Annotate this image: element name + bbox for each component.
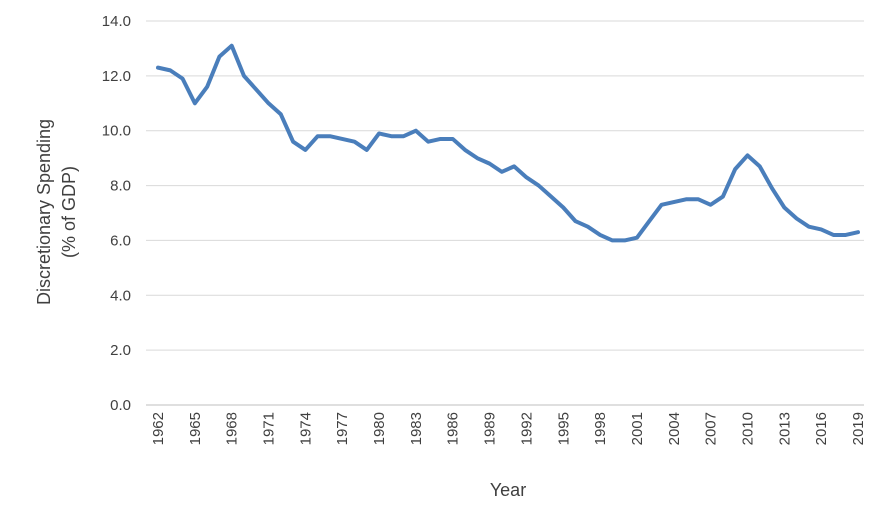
data-point: [512, 164, 516, 168]
data-point: [463, 148, 467, 152]
x-tick-label: 1971: [261, 412, 278, 445]
data-point: [168, 68, 172, 72]
series-line: [156, 43, 860, 243]
data-point: [267, 101, 271, 105]
data-point: [561, 206, 565, 210]
data-point: [635, 236, 639, 240]
x-tick-label: 2016: [813, 412, 830, 445]
data-point: [389, 134, 393, 138]
data-point: [377, 131, 381, 135]
data-point: [303, 148, 307, 152]
x-tick-label: 2019: [850, 412, 867, 445]
x-tick-label: 1977: [334, 412, 351, 445]
x-tick-label: 1995: [555, 412, 572, 445]
data-point: [709, 203, 713, 207]
data-point: [745, 153, 749, 157]
y-axis-ticks: 0.0 2.0 4.0 6.0 8.0 10.0 12.0 14.0: [102, 13, 131, 414]
data-point: [623, 238, 627, 242]
data-point: [782, 206, 786, 210]
data-point: [217, 55, 221, 59]
y-axis-title-line-2: (% of GDP): [59, 166, 79, 258]
x-tick-label: 1965: [187, 412, 204, 445]
data-point: [549, 195, 553, 199]
data-point: [451, 137, 455, 141]
data-point: [426, 140, 430, 144]
y-tick-label: 14.0: [102, 13, 131, 30]
x-tick-label: 1992: [518, 412, 535, 445]
x-tick-label: 2001: [629, 412, 646, 445]
series-points: [156, 44, 860, 243]
x-tick-label: 2007: [703, 412, 720, 445]
x-tick-label: 1968: [224, 412, 241, 445]
data-point: [696, 197, 700, 201]
data-point: [721, 195, 725, 199]
data-point: [537, 184, 541, 188]
x-tick-label: 1974: [297, 412, 314, 445]
data-point: [856, 230, 860, 234]
y-tick-label: 10.0: [102, 123, 131, 140]
data-point: [365, 148, 369, 152]
data-point: [291, 140, 295, 144]
data-point: [733, 167, 737, 171]
data-point: [488, 162, 492, 166]
y-tick-label: 4.0: [110, 287, 131, 304]
y-tick-label: 0.0: [110, 397, 131, 414]
y-tick-label: 12.0: [102, 68, 131, 85]
data-point: [795, 216, 799, 220]
data-point: [205, 85, 209, 89]
data-point: [524, 175, 528, 179]
y-tick-label: 6.0: [110, 232, 131, 249]
data-point: [156, 66, 160, 70]
x-tick-label: 1989: [482, 412, 499, 445]
data-point: [819, 227, 823, 231]
data-point: [758, 164, 762, 168]
data-point: [500, 170, 504, 174]
data-point: [844, 233, 848, 237]
data-point: [414, 129, 418, 133]
data-point: [193, 101, 197, 105]
data-point: [279, 112, 283, 116]
y-axis-title: Discretionary Spending (% of GDP): [34, 119, 79, 305]
data-point: [672, 200, 676, 204]
x-axis-ticks: 1962 1965 1968 1971 1974 1977 1980 1983 1986 1989…: [150, 412, 867, 445]
data-point: [316, 134, 320, 138]
data-point: [402, 134, 406, 138]
data-point: [574, 219, 578, 223]
data-point: [352, 140, 356, 144]
x-tick-label: 2010: [739, 412, 756, 445]
x-tick-label: 2004: [666, 412, 683, 445]
data-point: [598, 233, 602, 237]
x-tick-label: 1998: [592, 412, 609, 445]
data-point: [438, 137, 442, 141]
data-point: [660, 203, 664, 207]
data-point: [770, 186, 774, 190]
data-point: [684, 197, 688, 201]
data-point: [340, 137, 344, 141]
x-tick-label: 1983: [408, 412, 425, 445]
x-tick-label: 1980: [371, 412, 388, 445]
data-point: [328, 134, 332, 138]
data-point: [831, 233, 835, 237]
data-point: [807, 225, 811, 229]
data-point: [475, 156, 479, 160]
data-point: [181, 77, 185, 81]
data-point: [647, 219, 651, 223]
data-point: [254, 88, 258, 92]
y-tick-label: 2.0: [110, 342, 131, 359]
data-point: [242, 74, 246, 78]
x-tick-label: 1962: [150, 412, 167, 445]
data-point: [586, 225, 590, 229]
x-tick-label: 1986: [445, 412, 462, 445]
data-point: [610, 238, 614, 242]
y-tick-label: 8.0: [110, 178, 131, 195]
x-tick-label: 2013: [776, 412, 793, 445]
x-axis-title: Year: [490, 480, 526, 500]
data-point: [230, 44, 234, 48]
y-axis-title-line-1: Discretionary Spending: [34, 119, 54, 305]
gridlines: [146, 20, 864, 351]
